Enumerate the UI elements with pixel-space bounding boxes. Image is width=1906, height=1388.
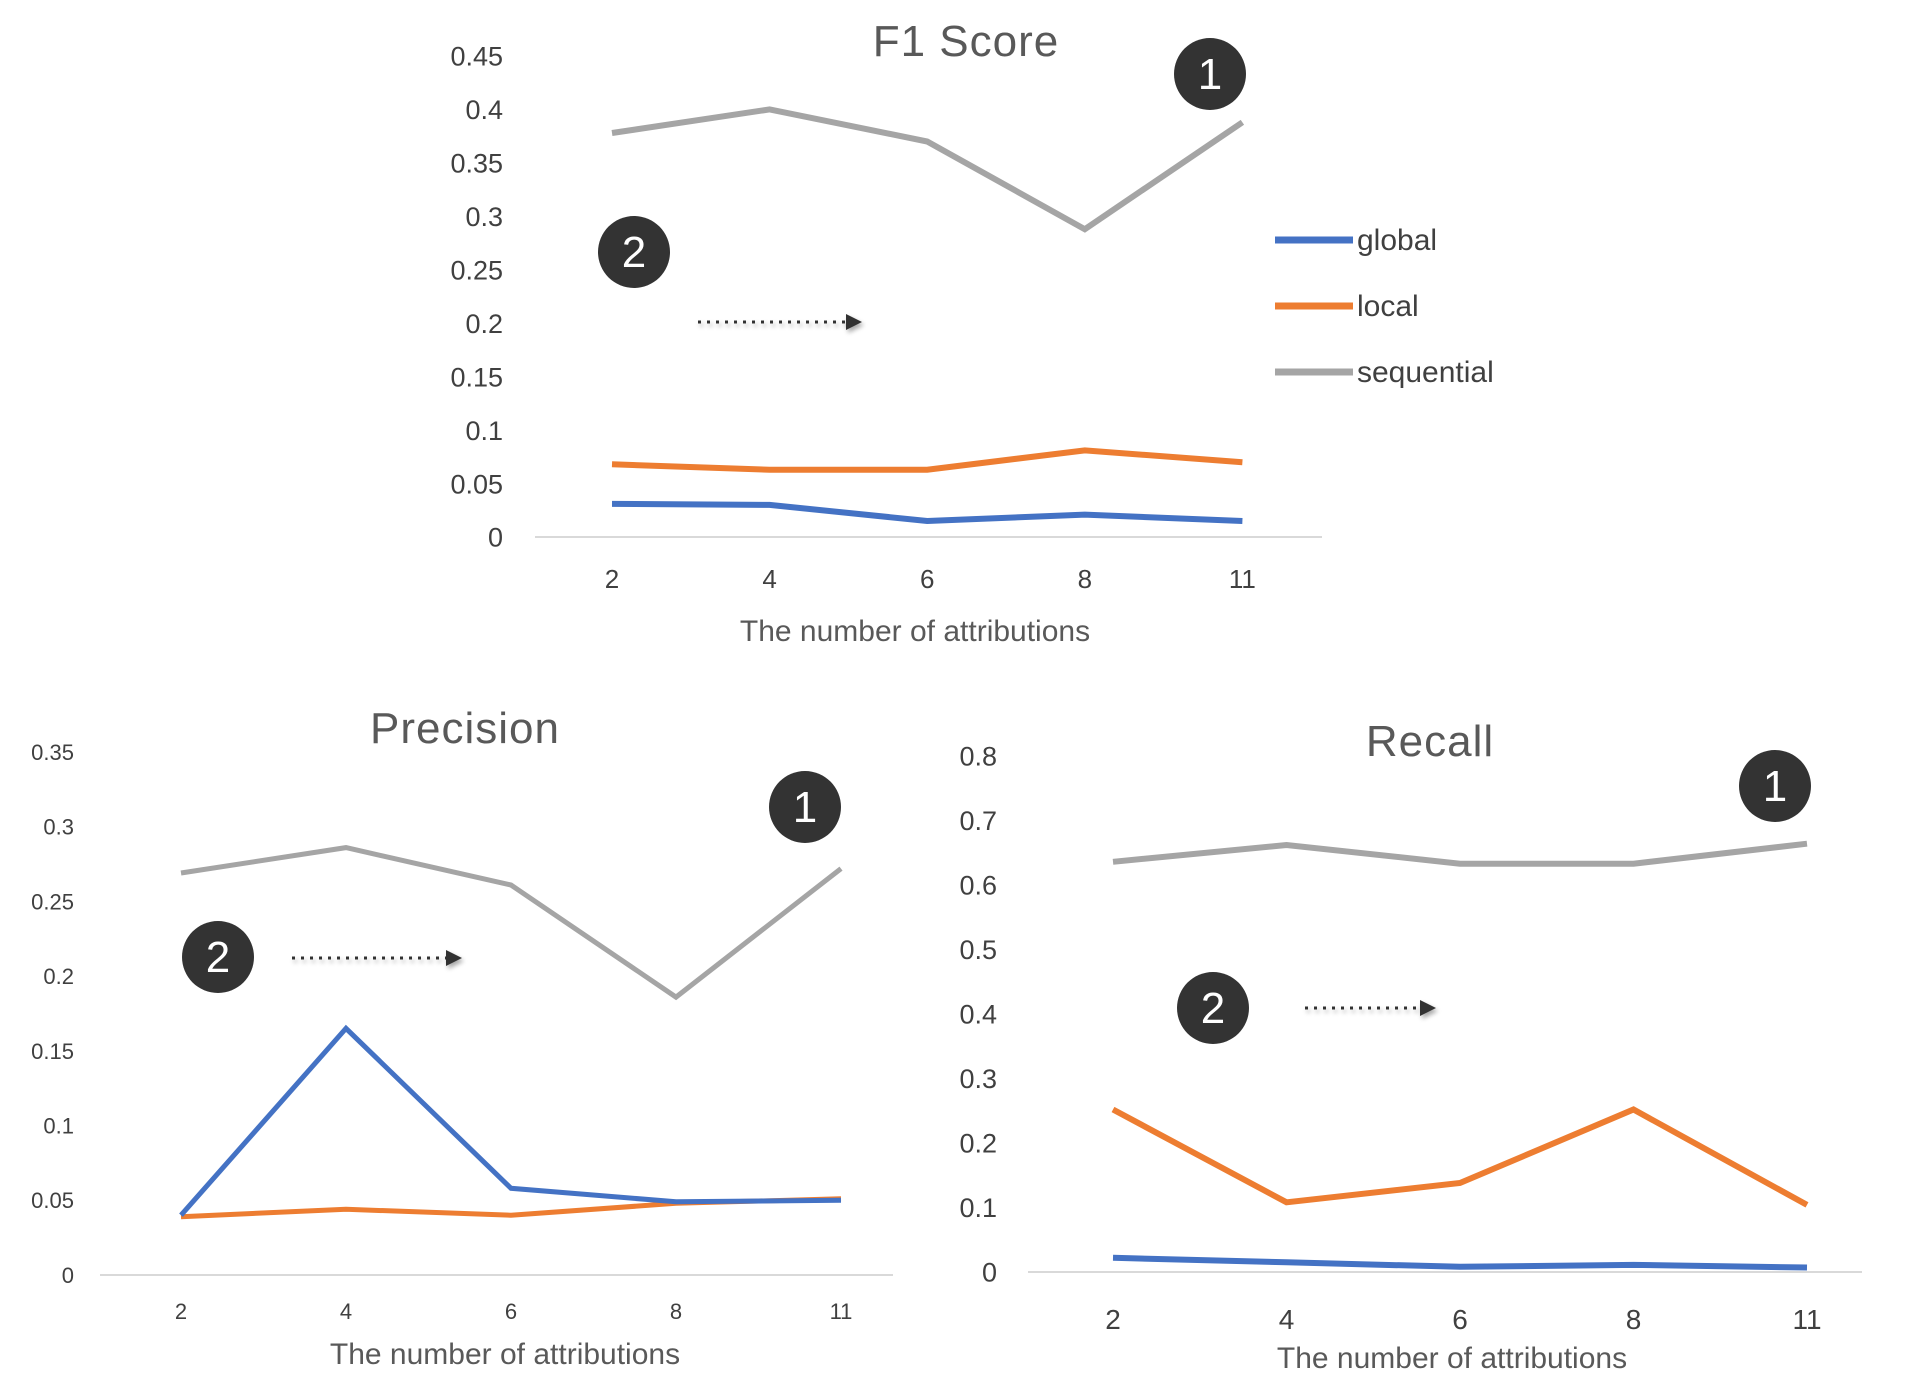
precision-badge-1: 1 xyxy=(769,771,841,843)
arrow-head xyxy=(846,314,862,330)
recall-y-tick-label: 0.1 xyxy=(959,1193,997,1223)
f1-series-sequential-line xyxy=(611,106,1245,233)
recall-y-tick-label: 0.4 xyxy=(959,1000,997,1030)
recall-badge-2: 2 xyxy=(1177,972,1249,1044)
precision-chart-title: Precision xyxy=(370,704,560,753)
badge-number: 2 xyxy=(206,933,230,982)
precision-y-tick-label: 0.35 xyxy=(31,740,74,765)
badge-number: 2 xyxy=(622,228,646,277)
legend-label: global xyxy=(1357,224,1437,257)
f1-y-tick-label: 0.45 xyxy=(450,42,503,72)
precision-y-tick-label: 0.25 xyxy=(31,889,74,914)
legend-label: sequential xyxy=(1357,356,1494,389)
recall-x-tick-label: 6 xyxy=(1452,1304,1468,1335)
badge-number: 1 xyxy=(1198,50,1222,99)
recall-dotted-arrow xyxy=(1305,1000,1436,1016)
legend-item-sequential: sequential xyxy=(1275,356,1494,389)
precision-y-tick-label: 0.2 xyxy=(43,964,74,989)
recall-y-tick-label: 0 xyxy=(982,1258,997,1288)
recall-x-axis-title: The number of attributions xyxy=(1277,1342,1627,1375)
recall-badge-1: 1 xyxy=(1739,750,1811,822)
recall-y-tick-label: 0.8 xyxy=(959,742,997,772)
badge-circle xyxy=(769,771,841,843)
f1-y-tick-label: 0.1 xyxy=(465,416,503,446)
precision-x-axis-title: The number of attributions xyxy=(330,1338,680,1371)
badge-circle xyxy=(182,921,254,993)
recall-x-tick-label: 4 xyxy=(1279,1304,1295,1335)
f1-badge-1: 1 xyxy=(1174,38,1246,110)
recall-x-tick-label: 2 xyxy=(1105,1304,1121,1335)
recall-series-global-line xyxy=(1112,1254,1808,1271)
f1-y-tick-label: 0.3 xyxy=(465,202,503,232)
recall-x-tick-label: 11 xyxy=(1792,1304,1821,1335)
f1-y-tick-label: 0.15 xyxy=(450,362,503,392)
f1-series-global-line xyxy=(611,500,1243,525)
precision-x-tick-label: 6 xyxy=(505,1299,517,1324)
f1-x-tick-label: 4 xyxy=(762,564,776,594)
f1-x-tick-label: 2 xyxy=(605,564,619,594)
arrow-head xyxy=(1420,1000,1436,1016)
recall-chart-title: Recall xyxy=(1366,717,1494,766)
badge-circle xyxy=(1177,972,1249,1044)
precision-x-tick-label: 11 xyxy=(830,1299,853,1324)
recall-x-tick-label: 8 xyxy=(1626,1304,1642,1335)
precision-x-tick-label: 2 xyxy=(175,1299,187,1324)
legend-label: local xyxy=(1357,290,1419,323)
f1-x-tick-label: 11 xyxy=(1229,564,1256,594)
precision-x-tick-label: 4 xyxy=(340,1299,352,1324)
recall-y-tick-label: 0.5 xyxy=(959,935,997,965)
precision-series-sequential-line xyxy=(180,845,843,1001)
recall-y-tick-label: 0.2 xyxy=(959,1129,997,1159)
badge-circle xyxy=(1174,38,1246,110)
f1-x-tick-label: 8 xyxy=(1078,564,1092,594)
f1-dotted-arrow xyxy=(698,314,862,330)
badge-number: 1 xyxy=(1763,762,1787,811)
badge-number: 1 xyxy=(793,783,817,832)
f1-y-tick-label: 0 xyxy=(488,523,503,553)
f1-chart-title: F1 Score xyxy=(873,17,1060,66)
precision-chart: Precision 0 0.05 0.1 0.15 0.2 0.25 0.3 0.35 2 4 6 8 1… xyxy=(31,704,893,1371)
precision-y-tick-label: 0.05 xyxy=(31,1188,74,1213)
arrow-head xyxy=(446,950,462,966)
badge-circle xyxy=(598,216,670,288)
recall-y-tick-label: 0.7 xyxy=(959,806,997,836)
legend: global local sequential xyxy=(1275,224,1494,389)
f1-badge-2: 2 xyxy=(598,216,670,288)
precision-series-global-line xyxy=(179,1024,842,1217)
badge-number: 2 xyxy=(1201,984,1225,1033)
legend-item-global: global xyxy=(1275,224,1437,257)
f1-series-local-line xyxy=(611,447,1243,473)
recall-chart: Recall 0 0.1 0.2 0.3 0.4 0.5 0.6 0.7 0.8 2 4 6 8 11 The… xyxy=(959,717,1862,1375)
f1-score-chart: F1 Score 0 0.05 0.1 0.15 0.2 0.25 0.3 0.35 0.4 0.4… xyxy=(450,17,1322,648)
f1-x-tick-label: 6 xyxy=(920,564,934,594)
f1-y-tick-label: 0.25 xyxy=(450,255,503,285)
f1-y-tick-label: 0.4 xyxy=(465,95,503,125)
recall-series-sequential-line xyxy=(1112,840,1808,867)
precision-badge-2: 2 xyxy=(182,921,254,993)
precision-y-tick-label: 0.15 xyxy=(31,1039,74,1064)
precision-y-tick-label: 0.1 xyxy=(43,1113,74,1138)
precision-dotted-arrow xyxy=(292,950,462,966)
f1-y-tick-label: 0.2 xyxy=(465,309,503,339)
recall-y-tick-label: 0.6 xyxy=(959,871,997,901)
badge-circle xyxy=(1739,750,1811,822)
recall-series-local-line xyxy=(1111,1106,1809,1208)
f1-y-tick-label: 0.05 xyxy=(450,469,503,499)
f1-y-tick-label: 0.35 xyxy=(450,149,503,179)
precision-x-tick-label: 8 xyxy=(670,1299,682,1324)
recall-y-tick-label: 0.3 xyxy=(959,1064,997,1094)
precision-y-tick-label: 0 xyxy=(62,1263,74,1288)
legend-item-local: local xyxy=(1275,290,1419,323)
precision-y-tick-label: 0.3 xyxy=(43,815,74,840)
f1-x-axis-title: The number of attributions xyxy=(740,615,1090,648)
